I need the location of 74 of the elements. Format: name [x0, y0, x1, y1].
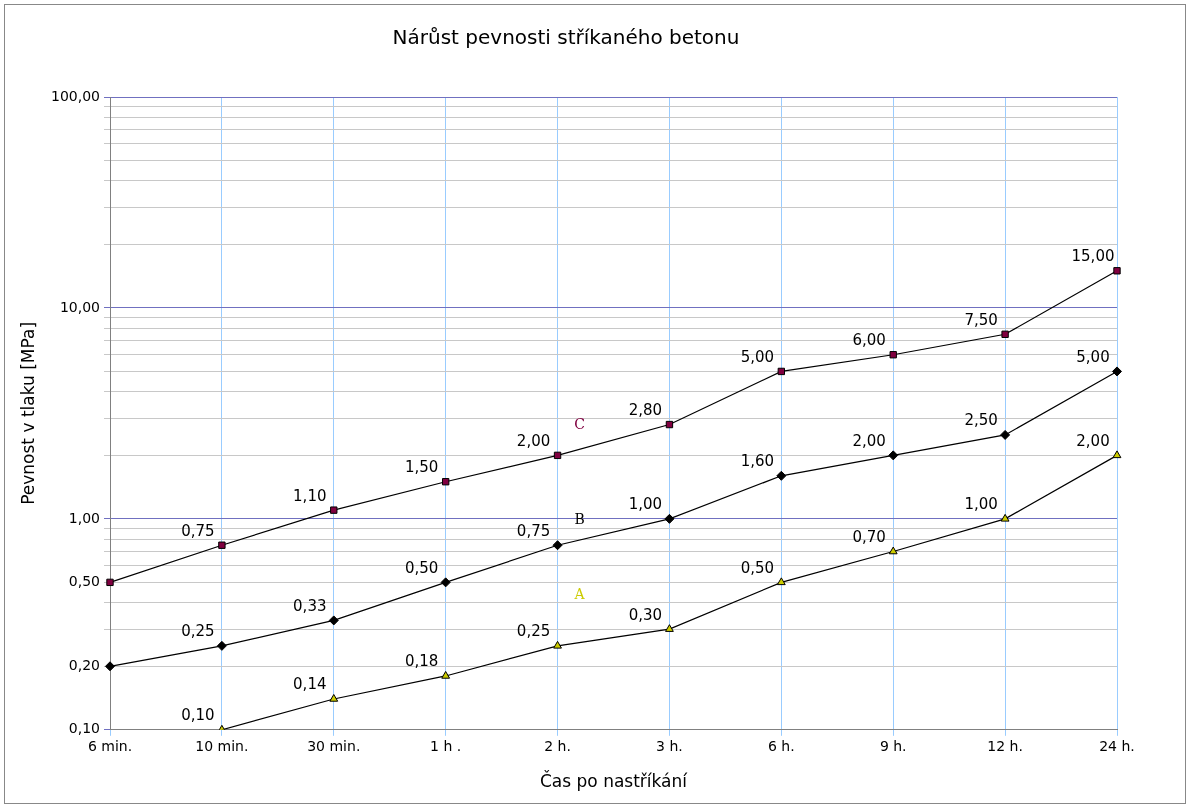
x-tick-label: 1 h . [430, 737, 462, 754]
x-axis-title: Čas po nastříkání [539, 770, 689, 792]
data-label: 0,33 [293, 596, 327, 615]
text: A [573, 585, 586, 602]
point [665, 420, 674, 429]
data-label: 0,70 [852, 527, 886, 546]
data-label: 0,25 [181, 622, 215, 641]
data-label: 0,10 [181, 706, 215, 725]
data-label: 0,18 [404, 652, 439, 671]
point [441, 670, 451, 679]
point [218, 541, 226, 549]
x-tick-label: 3 h. [656, 737, 683, 754]
data-label: 2,50 [964, 411, 998, 430]
point [889, 351, 897, 359]
data-label: 0,50 [740, 558, 775, 577]
point [1001, 330, 1009, 338]
x-tick-label: 6 min. [87, 737, 133, 754]
x-tick-label: 2 h. [544, 737, 571, 754]
data-label: 1,50 [404, 458, 439, 477]
data-label: 1,10 [293, 486, 327, 505]
point [888, 450, 899, 461]
point [553, 640, 562, 649]
data-label: 1,60 [740, 452, 775, 471]
point [328, 615, 339, 626]
data-label: 2,00 [852, 431, 886, 450]
y-tick-label: 0,20 [68, 656, 100, 673]
data-label: 0,50 [404, 558, 439, 577]
x-tick-label: 12 h. [987, 737, 1023, 754]
point [664, 513, 675, 524]
x-tick-label: 9 h. [879, 737, 907, 754]
data-label: 15,00 [1071, 247, 1115, 266]
point [888, 546, 898, 555]
y-tick-label: 0,50 [68, 573, 100, 589]
data-label: 5,00 [1076, 347, 1110, 366]
x-tick-label: 10 min. [195, 737, 249, 754]
data-label: 1,00 [628, 495, 663, 514]
point [1000, 429, 1011, 440]
point [553, 451, 562, 460]
data-label: 7,50 [964, 310, 998, 329]
series-label: C [574, 416, 585, 433]
data-label: 0,75 [181, 521, 215, 540]
x-tick-label: 24 h. [1099, 737, 1135, 754]
y-axis-title: Pevnost v tlaku [MPa] [17, 321, 38, 505]
point [441, 478, 450, 486]
data-label: 0,25 [516, 622, 551, 641]
point [1113, 267, 1121, 275]
data-label: 6,00 [852, 331, 886, 350]
point [776, 470, 787, 481]
point [216, 640, 227, 651]
data-label: 2,00 [516, 431, 551, 450]
y-tick-label: 0,10 [68, 720, 100, 737]
data-label: 2,00 [1076, 431, 1110, 450]
point [440, 577, 451, 588]
y-tick-label: 10,00 [59, 298, 100, 315]
chart-title: Nárůst pevnosti stříkaného betonu [392, 25, 740, 50]
point [665, 624, 674, 632]
y-tick-label: 1,00 [68, 509, 100, 526]
point [1112, 450, 1122, 459]
point [329, 693, 339, 702]
data-label: 5,00 [740, 347, 775, 366]
point [1000, 513, 1010, 522]
data-label: 0,14 [293, 675, 327, 694]
data-label: 0,75 [516, 521, 551, 540]
x-tick-label: 30 min. [307, 737, 361, 754]
data-label: 1,00 [964, 495, 998, 514]
point [776, 577, 786, 586]
point [777, 367, 786, 376]
point [552, 540, 563, 551]
y-tick-label: 100,00 [51, 87, 100, 104]
x-tick-label: 6 h. [767, 737, 795, 754]
data-label: 0,30 [628, 605, 663, 624]
point [330, 506, 338, 514]
point [1112, 366, 1122, 377]
data-label: 2,80 [628, 400, 663, 419]
